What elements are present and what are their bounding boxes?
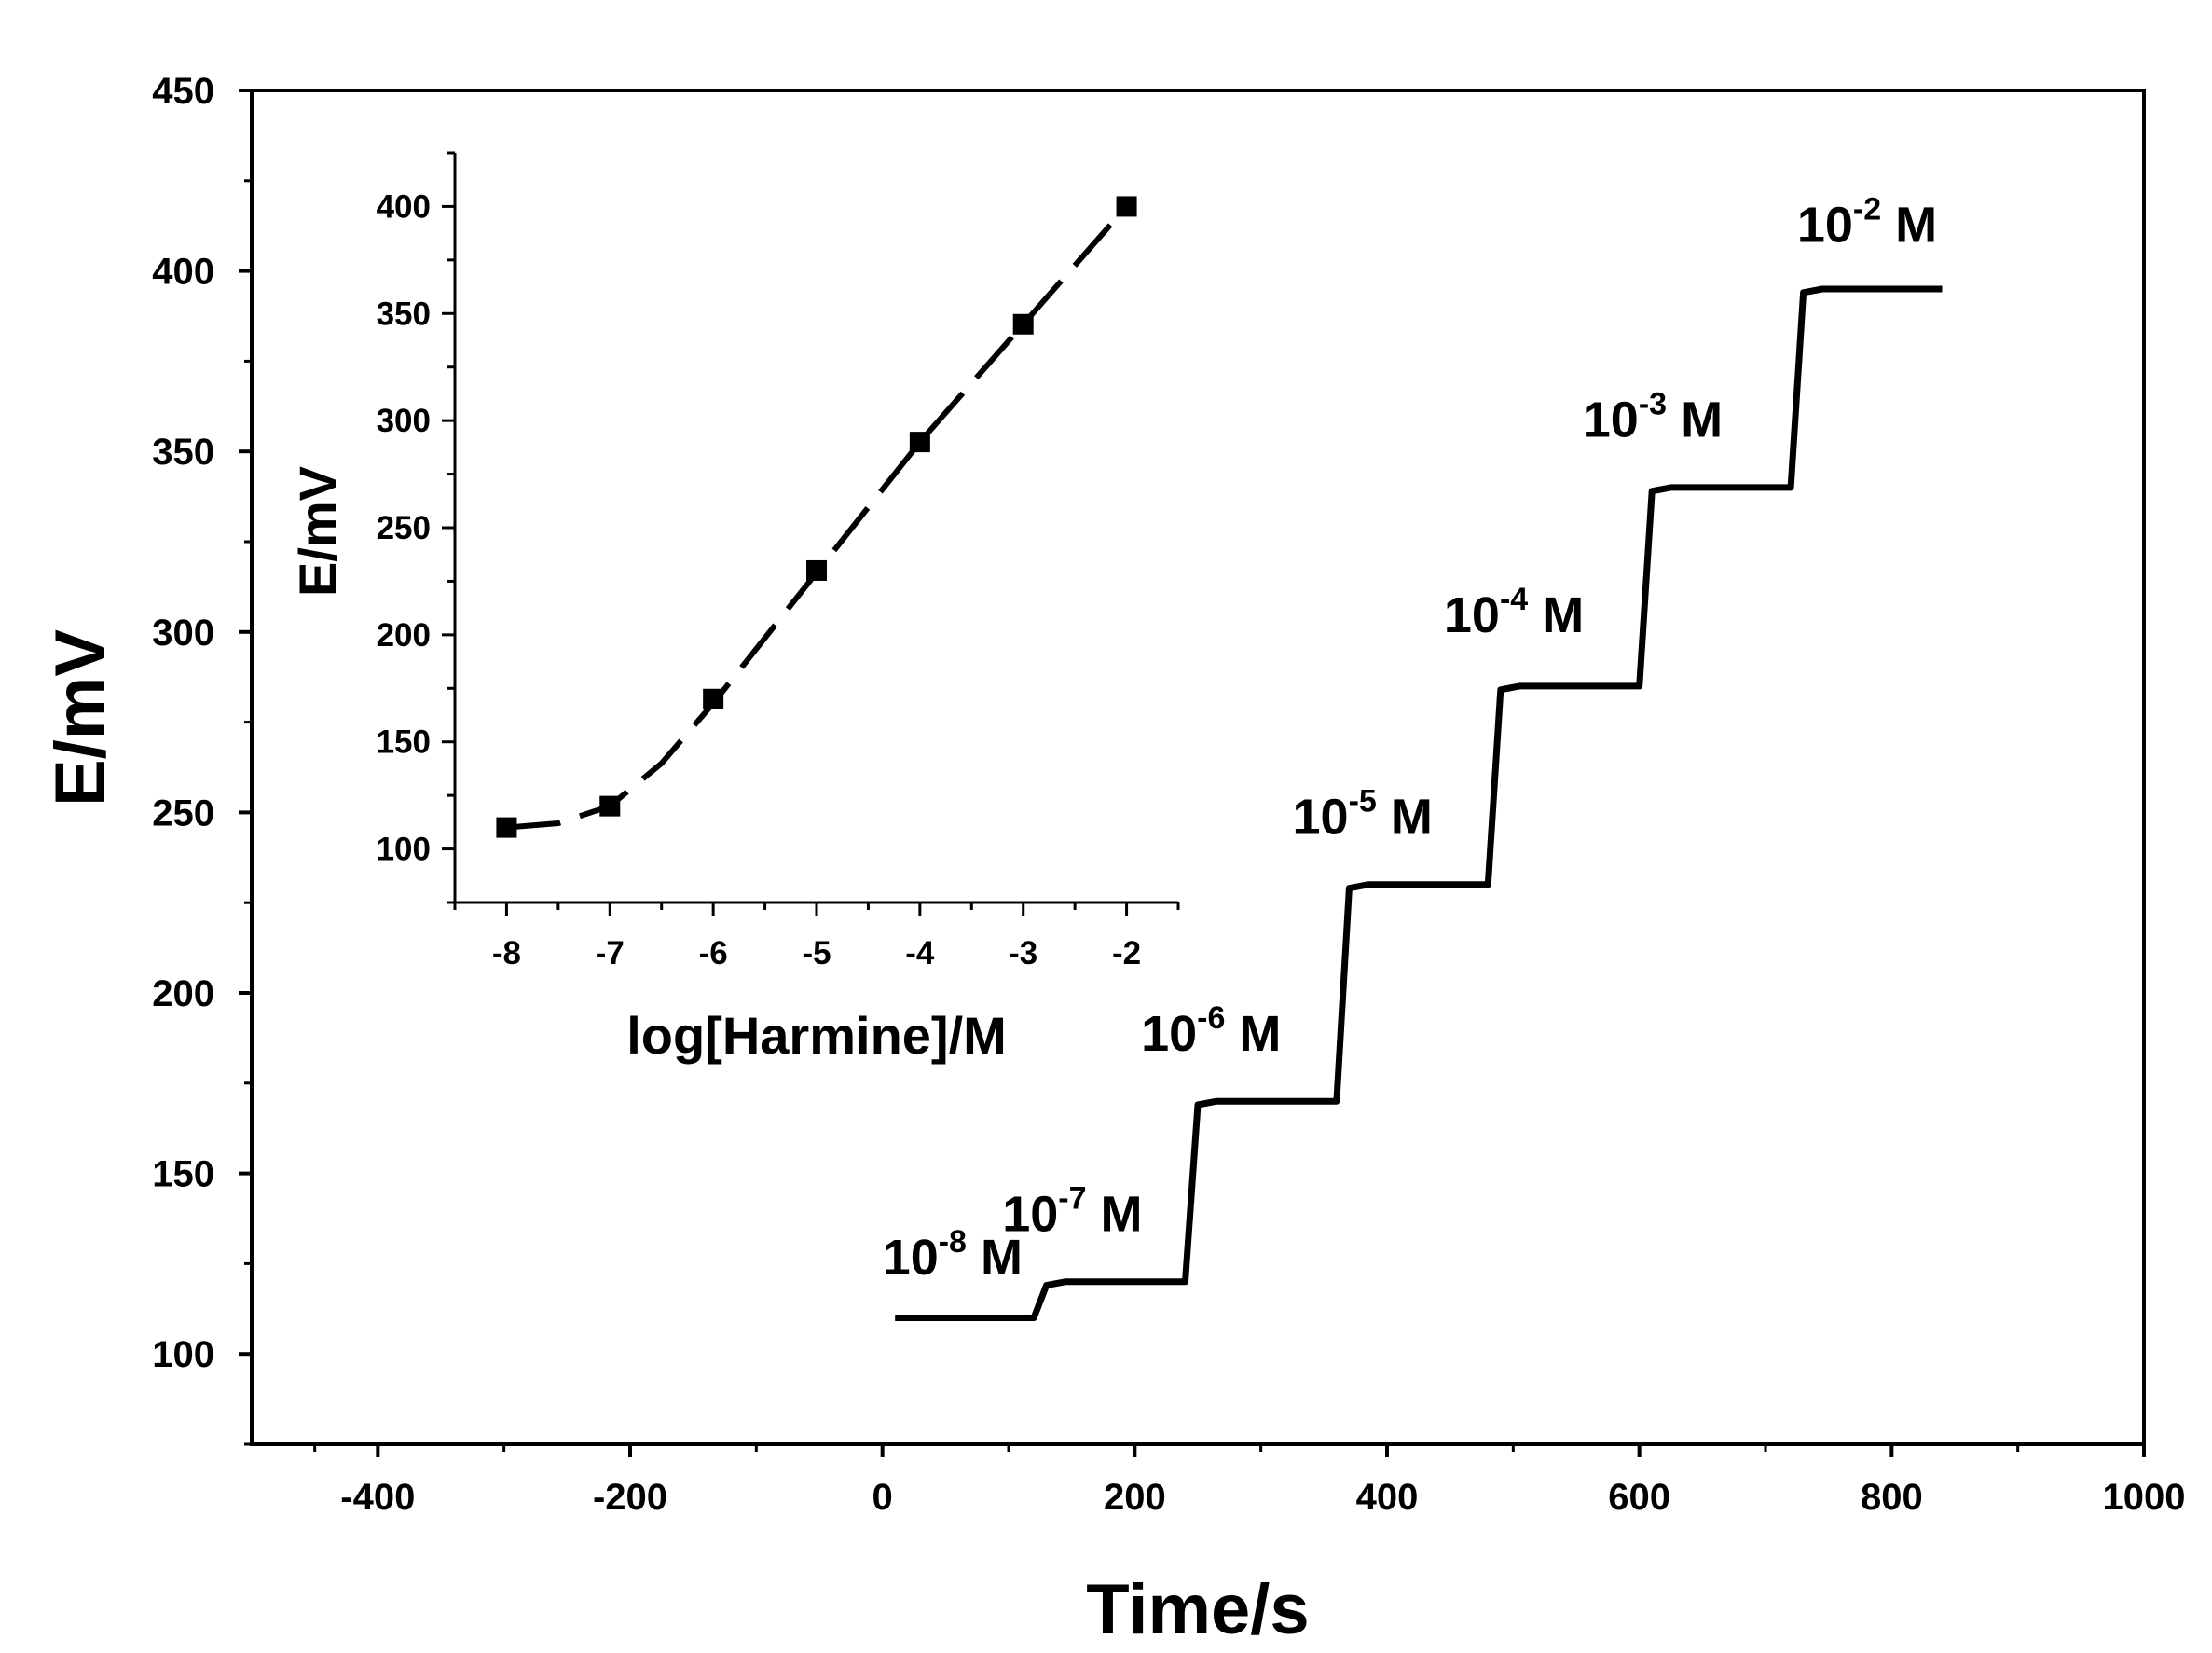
inset-y-axis-title: E/mV [288,466,347,597]
concentration-label: 10-3 M [1583,387,1723,448]
inset-x-tick-label: -6 [699,935,728,971]
main-y-tick-label: 300 [152,613,214,654]
inset-data-point [909,432,930,453]
inset-y-tick-label: 300 [377,403,431,439]
inset-data-points [496,196,1137,838]
concentration-label: 10-5 M [1293,784,1433,846]
inset-fit-line [506,204,1129,831]
inset-x-tick-label: -4 [905,935,935,971]
main-x-tick-label: -200 [593,1477,667,1518]
inset-y-tick-label: 150 [377,724,431,761]
main-y-tick-label: 150 [152,1154,214,1195]
inset-x-axis-title: log[Harmine]/M [626,1006,1007,1065]
main-plot-frame [250,89,2146,1446]
main-y-axis: 100 150 200 250 300 350 400 450 [152,71,252,1446]
main-x-tick-label: 0 [872,1477,893,1518]
inset-data-point [1012,313,1034,335]
main-x-axis-title: Time/s [1086,1570,1309,1649]
inset-data-point [806,559,827,581]
main-y-tick-label: 200 [152,973,214,1014]
inset-data-point [599,795,621,817]
inset-x-tick-label: -3 [1009,935,1037,971]
main-y-tick-label: 450 [152,71,214,112]
inset-data-point [496,817,517,838]
main-x-tick-label: 1000 [2103,1477,2186,1518]
main-x-axis: -400 -200 0 200 400 600 800 1000 [313,1444,2186,1518]
main-x-tick-label: -400 [340,1477,415,1518]
concentration-labels: 10-8 M10-7 M 10-6 M 10-5 M 10-4 M 10-3 M 10-2… [883,192,1937,1286]
inset-y-axis: 100 150 200 250 300 350 400 [377,151,455,904]
inset-y-tick-label: 350 [377,296,431,332]
inset-x-tick-label: -8 [492,935,521,971]
main-y-tick-label: 400 [152,252,214,293]
main-y-tick-label: 100 [152,1334,214,1375]
main-x-tick-label: 200 [1104,1477,1166,1518]
main-x-tick-label: 600 [1608,1477,1670,1518]
concentration-label: 10-2 M [1797,192,1937,254]
potential-time-trace [895,285,1943,1321]
concentration-label: 10-8 M [883,1224,1023,1286]
inset-y-tick-label: 100 [377,832,431,868]
main-y-axis-title: E/mV [41,629,120,806]
inset-x-axis: -8 -7 -6 -5 -4 -3 -2 [453,902,1180,971]
inset-x-tick-label: -5 [802,935,831,971]
main-y-tick-label: 250 [152,792,214,833]
main-x-tick-label: 800 [1861,1477,1923,1518]
inset-data-point [703,688,724,709]
inset-y-tick-label: 250 [377,510,431,546]
main-x-tick-label: 400 [1356,1477,1419,1518]
inset-y-tick-label: 200 [377,617,431,654]
concentration-label: 10-7 M [1002,1181,1142,1243]
inset-x-tick-label: -2 [1112,935,1141,971]
inset-y-tick-label: 400 [377,188,431,225]
inset-data-point [1116,196,1137,217]
inset-x-tick-label: -7 [596,935,625,971]
concentration-label: 10-4 M [1444,582,1584,643]
main-y-tick-label: 350 [152,432,214,473]
concentration-label: 10-6 M [1141,1000,1281,1062]
